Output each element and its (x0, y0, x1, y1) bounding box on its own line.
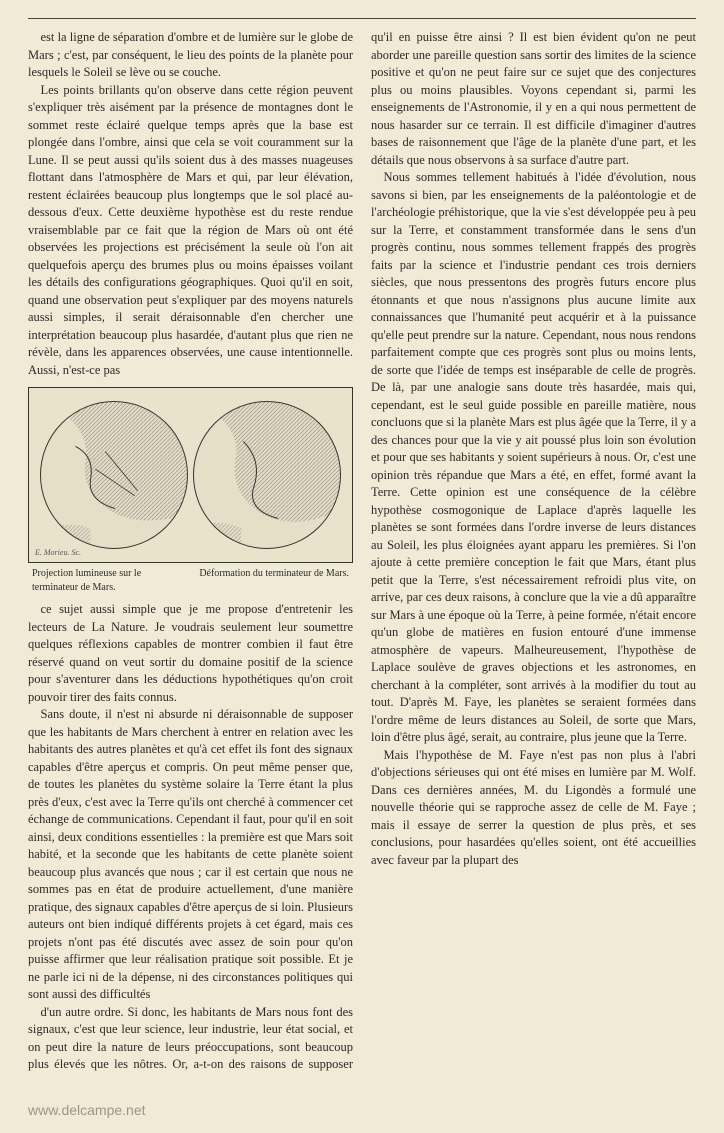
engraver-credit: E. Morieu. Sc. (35, 547, 81, 558)
paragraph-2: Les points brillants qu'on observe dans … (28, 82, 353, 380)
figure-caption-left: Projection lumineuse sur le terminateur … (32, 567, 184, 595)
top-rule (28, 18, 696, 19)
figure-caption-row: Projection lumineuse sur le terminateur … (28, 567, 353, 595)
paragraph-1: est la ligne de séparation d'ombre et de… (28, 29, 353, 82)
watermark: www.delcampe.net (28, 1101, 146, 1121)
paragraph-3: ce sujet aussi simple que je me propose … (28, 601, 353, 706)
paragraph-6: Nous sommes tellement habitués à l'idée … (371, 169, 696, 747)
figure-block: E. Morieu. Sc. Projection lumineuse sur … (28, 387, 353, 595)
paragraph-7: Mais l'hypothèse de M. Faye n'est pas no… (371, 747, 696, 870)
text-columns: est la ligne de séparation d'ombre et de… (28, 29, 696, 1079)
figure-caption-right: Déformation du terminateur de Mars. (197, 567, 349, 595)
figure-frame: E. Morieu. Sc. (28, 387, 353, 563)
paragraph-4: Sans doute, il n'est ni absurde ni dérai… (28, 706, 353, 1004)
mars-disc-left (40, 401, 188, 549)
mars-disc-right (193, 401, 341, 549)
